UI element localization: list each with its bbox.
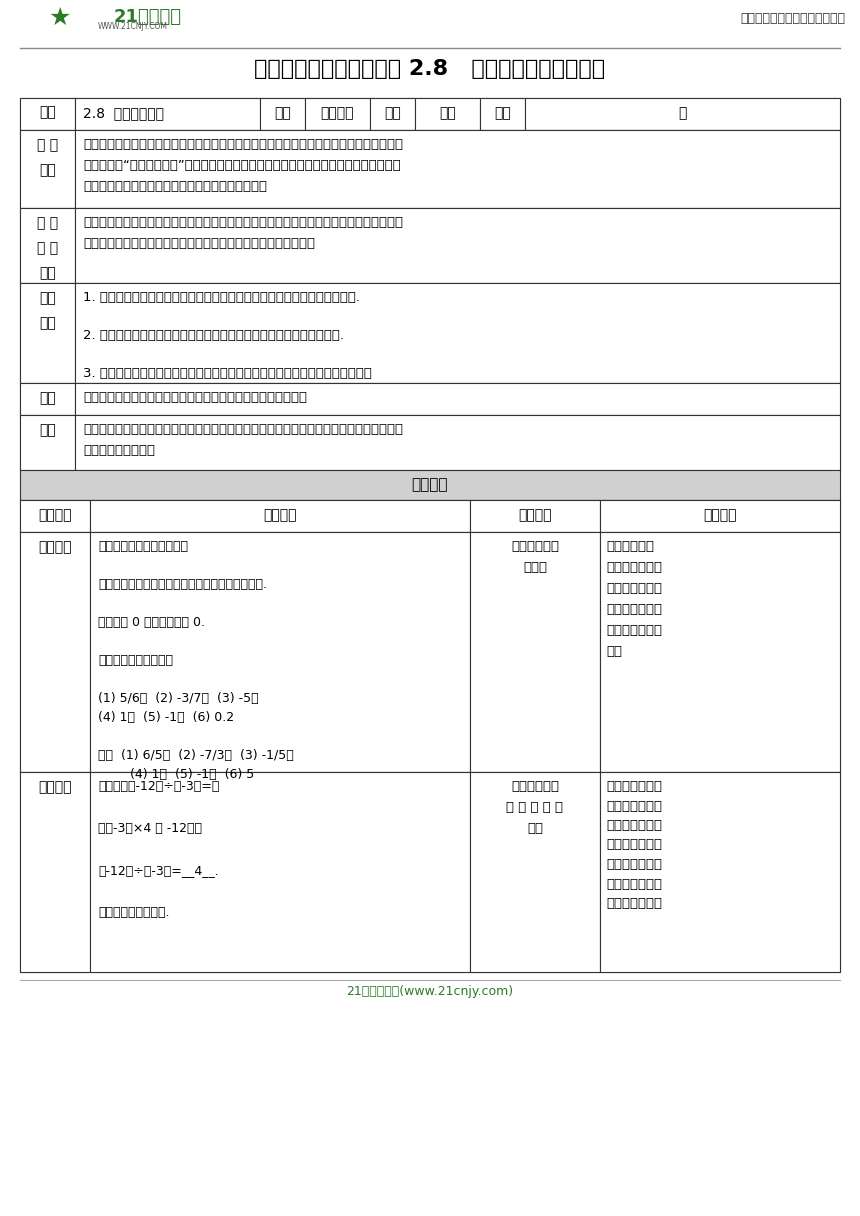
Bar <box>480 98 525 130</box>
Bar <box>75 415 840 471</box>
Bar <box>20 772 840 972</box>
Text: 探索除法法则的过程中，正确运用法则进行有理数的混合运算。: 探索除法法则的过程中，正确运用法则进行有理数的混合运算。 <box>83 392 307 404</box>
Bar <box>20 383 75 415</box>
Bar <box>20 415 840 471</box>
Bar <box>525 98 840 130</box>
Text: 学生活动: 学生活动 <box>519 508 552 522</box>
Text: 学生思考回答
问题。: 学生思考回答 问题。 <box>511 540 559 574</box>
Bar <box>90 500 470 533</box>
Text: 这一节课是在小学学过的除法运算和初一刚刚学习了有理数的加法、减法和乘法运算的基础
上深入学习“有理数的除法”运算，符合学生的心理特点和认知规律。学生通过教师设计: 这一节课是在小学学过的除法运算和初一刚刚学习了有理数的加法、减法和乘法运算的基础… <box>83 137 403 193</box>
Bar <box>20 500 840 533</box>
Bar <box>20 772 90 972</box>
Bar <box>370 98 415 130</box>
Bar <box>75 283 840 383</box>
Text: 通过学习，激发学生的学习动机和好奇心理，锻炼学生的思维意志品质，张扬学生个性，培
养学生科学严谨的学习态度，使学生树立正确的价值观、人生观。: 通过学习，激发学生的学习动机和好奇心理，锻炼学生的思维意志品质，张扬学生个性，培… <box>83 216 403 250</box>
Bar <box>415 98 480 130</box>
Bar <box>20 283 75 383</box>
Text: 七: 七 <box>679 106 686 120</box>
Bar <box>75 130 840 208</box>
Bar <box>600 772 840 972</box>
Text: 重点: 重点 <box>39 392 56 405</box>
Bar <box>20 500 90 533</box>
Text: 难点: 难点 <box>39 423 56 437</box>
Text: 教学环节: 教学环节 <box>38 508 71 522</box>
Text: 【思考】（-12）÷（-3）=？

由（-3）×4 ＝ -12，得

（-12）÷（-3）=__4__.

除法是乘法的逆运算.: 【思考】（-12）÷（-3）=？ 由（-3）×4 ＝ -12，得 （-12）÷（… <box>98 779 219 919</box>
Bar <box>75 98 260 130</box>
Bar <box>20 533 840 772</box>
Text: 学生探究有理
数 的 除 法 法
则。: 学生探究有理 数 的 除 法 法 则。 <box>507 779 563 835</box>
Text: 讲授新课: 讲授新课 <box>38 779 71 794</box>
Bar <box>20 130 75 208</box>
Text: 教学过程: 教学过程 <box>412 477 448 492</box>
Bar <box>20 415 75 471</box>
Text: 数学: 数学 <box>439 106 456 120</box>
Bar <box>0 0 860 46</box>
Text: 导入新课: 导入新课 <box>38 540 71 554</box>
Text: 单元: 单元 <box>274 106 291 120</box>
Text: 学科: 学科 <box>384 106 401 120</box>
Bar <box>20 208 840 283</box>
Bar <box>20 52 840 96</box>
Text: ★: ★ <box>49 6 71 30</box>
Bar <box>470 533 600 772</box>
Bar <box>20 208 75 283</box>
Bar <box>470 500 600 533</box>
Bar <box>20 98 840 130</box>
Bar <box>90 533 470 772</box>
Bar <box>20 283 840 383</box>
Bar <box>305 98 370 130</box>
Text: 第二单元: 第二单元 <box>321 106 354 120</box>
Bar <box>20 533 90 772</box>
Text: 年级: 年级 <box>494 106 511 120</box>
Text: 教 材
分析: 教 材 分析 <box>37 137 58 178</box>
Bar <box>20 383 840 415</box>
Text: 21世纪教育网(www.21cnjy.com): 21世纪教育网(www.21cnjy.com) <box>347 985 513 998</box>
Bar <box>90 772 470 972</box>
Bar <box>600 500 840 533</box>
Text: 对于零不能作除数与零没有倒数的理解以及乘法与除法的转化、如何根据不同的情况选取适
当的方法解决问题。: 对于零不能作除数与零没有倒数的理解以及乘法与除法的转化、如何根据不同的情况选取适… <box>83 423 403 457</box>
Bar <box>75 383 840 415</box>
Text: WWW.21CNJY.COM: WWW.21CNJY.COM <box>98 22 168 30</box>
Text: 1. 了解有理数除法的意义，掌握有理数除法法则，会进行有理数的除法运算.

2. 学生理解有理数倒数的意义，能熟练地进行有理数加减乘除混合运算.

3. 能够利: 1. 了解有理数除法的意义，掌握有理数除法法则，会进行有理数的除法运算. 2. … <box>83 291 372 379</box>
Text: 中小学教育资源及组卷应用平台: 中小学教育资源及组卷应用平台 <box>740 12 845 26</box>
Bar <box>75 208 840 283</box>
Text: 2.8  有理数的除法: 2.8 有理数的除法 <box>83 106 164 120</box>
Text: 【思考】有理数乘法法则：

两数相乘，同号得正，异号得负，并把绝对值相乘.

任何数与 0 相乘，积仍为 0.

写出下列各数的倒数：

(1) 5/6；  (: 【思考】有理数乘法法则： 两数相乘，同号得正，异号得负，并把绝对值相乘. 任何数… <box>98 540 294 781</box>
Bar <box>600 533 840 772</box>
Bar <box>20 98 75 130</box>
Text: 核 心
素 养
分析: 核 心 素 养 分析 <box>37 216 58 280</box>
Text: 北师大版七年级上册数学 2.8   有理数的除法教学设计: 北师大版七年级上册数学 2.8 有理数的除法教学设计 <box>255 60 605 79</box>
Text: 激发学生学习
动机和兴趣，吸
引学生注意力，
为引进新知识的
学习做好心理准
备。: 激发学生学习 动机和兴趣，吸 引学生注意力， 为引进新知识的 学习做好心理准 备… <box>606 540 662 658</box>
Bar <box>260 98 305 130</box>
Text: 教师活动: 教师活动 <box>263 508 297 522</box>
Text: 21世纪教育: 21世纪教育 <box>114 9 182 26</box>
Text: 学习
目标: 学习 目标 <box>39 291 56 330</box>
Text: 设计意图: 设计意图 <box>703 508 737 522</box>
Text: 课题: 课题 <box>39 105 56 119</box>
Text: 根据以上问题的
解决方法，使学
生体会在进行有
理数除法运算时
可以转化为有理
数的乘法运算，
其次进一步体会: 根据以上问题的 解决方法，使学 生体会在进行有 理数除法运算时 可以转化为有理 … <box>606 779 662 910</box>
Bar <box>20 130 840 208</box>
Bar <box>470 772 600 972</box>
Bar <box>20 471 840 500</box>
